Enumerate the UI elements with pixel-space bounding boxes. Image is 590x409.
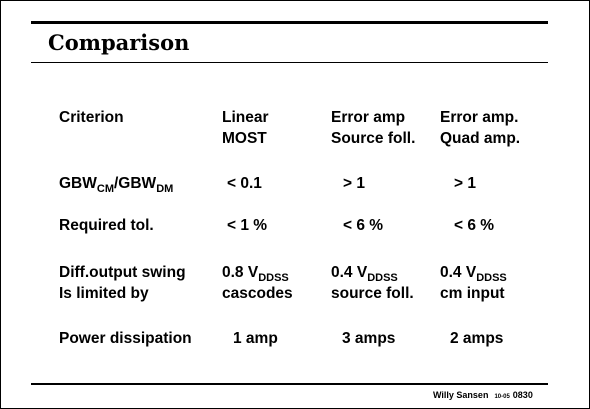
- swing-col1-subscript: DDSS: [258, 272, 289, 284]
- bottom-rule: [31, 383, 548, 385]
- gbw-sub-cm: CM: [96, 183, 114, 195]
- swing-col3-limit: cm input: [440, 285, 505, 302]
- swing-col3-voltage: 0.4 V: [440, 264, 477, 281]
- gbw-label: GBWCM/GBWDM: [59, 173, 174, 195]
- gbw-linear-most: < 0.1: [227, 175, 262, 192]
- swing-col2-voltage: 0.4 V: [331, 264, 368, 281]
- swing-error-amp-quad-amp: 0.4 VDDSS cm input: [440, 262, 507, 304]
- footer-author: Willy Sansen: [433, 390, 489, 400]
- power-label: Power dissipation: [59, 330, 192, 347]
- swing-col3-value: 0.4 VDDSS: [440, 262, 507, 284]
- footer-date: 10-05: [494, 394, 510, 400]
- gbw-main-1: GBW: [59, 175, 97, 192]
- swing-label-line1: Diff.output swing: [59, 264, 186, 281]
- swing-col1-voltage: 0.8 V: [222, 264, 259, 281]
- footer: Willy Sansen 10-05 0830: [433, 390, 533, 400]
- tol-linear-most: < 1 %: [227, 217, 268, 234]
- top-rule: [31, 21, 548, 24]
- header-error-amp-source-foll: Error amp Source foll.: [331, 107, 415, 149]
- gbw-main-2: /GBW: [114, 175, 157, 192]
- header-col2-line2: Source foll.: [331, 130, 416, 147]
- swing-col2-subscript: DDSS: [367, 272, 398, 284]
- slide-title: Comparison: [48, 30, 190, 55]
- power-error-amp-quad-amp: 2 amps: [450, 330, 504, 347]
- header-col1-line1: Linear: [222, 109, 269, 126]
- swing-label: Diff.output swing Is limited by: [59, 262, 186, 304]
- header-error-amp-quad-amp: Error amp. Quad amp.: [440, 107, 520, 149]
- swing-col2-value: 0.4 VDDSS: [331, 262, 414, 284]
- title-underline: [31, 62, 548, 63]
- footer-slide-number: 0830: [512, 390, 533, 400]
- tol-label: Required tol.: [59, 217, 154, 234]
- power-error-amp-source-foll: 3 amps: [342, 330, 396, 347]
- swing-linear-most: 0.8 VDDSS cascodes: [222, 262, 293, 304]
- gbw-error-amp-source-foll: > 1: [343, 175, 365, 192]
- swing-col2-limit: source foll.: [331, 285, 414, 302]
- tol-error-amp-quad-amp: < 6 %: [454, 217, 495, 234]
- header-criterion: Criterion: [59, 109, 124, 126]
- power-linear-most: 1 amp: [233, 330, 278, 347]
- gbw-sub-dm: DM: [156, 183, 174, 195]
- header-col3-line2: Quad amp.: [440, 130, 521, 147]
- tol-error-amp-source-foll: < 6 %: [343, 217, 384, 234]
- header-col1-line2: MOST: [222, 130, 267, 147]
- swing-col1-value: 0.8 VDDSS: [222, 262, 293, 284]
- header-col3-line1: Error amp.: [440, 109, 519, 126]
- swing-label-line2: Is limited by: [59, 285, 149, 302]
- header-linear-most: Linear MOST: [222, 107, 269, 149]
- swing-col1-limit: cascodes: [222, 285, 293, 302]
- gbw-error-amp-quad-amp: > 1: [454, 175, 476, 192]
- swing-col3-subscript: DDSS: [476, 272, 507, 284]
- header-col2-line1: Error amp: [331, 109, 406, 126]
- swing-error-amp-source-foll: 0.4 VDDSS source foll.: [331, 262, 414, 304]
